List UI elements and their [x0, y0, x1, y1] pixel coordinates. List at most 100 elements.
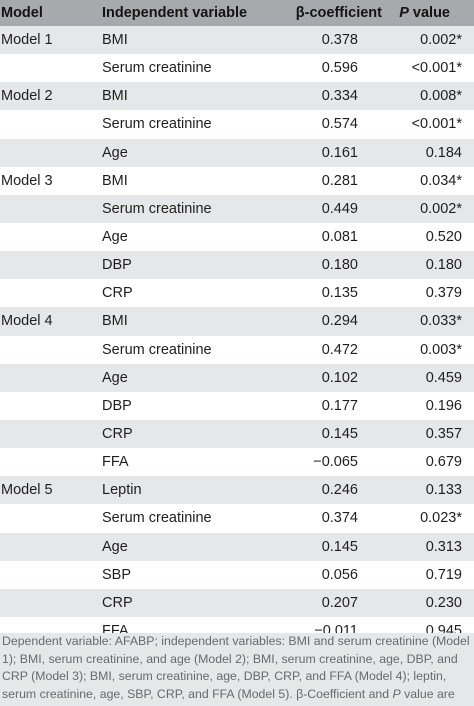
cell-variable: Serum creatinine	[102, 116, 212, 133]
table-row: DBP 0.177 0.196	[0, 391, 474, 420]
cell-beta: 0.145	[321, 538, 358, 555]
cell-model	[0, 110, 102, 138]
cell-variable: Serum creatinine	[102, 60, 212, 77]
cell-beta: 0.207	[321, 594, 358, 611]
cell-beta: 0.374	[321, 510, 358, 527]
cell-model	[0, 392, 102, 420]
footnote-p-italic: P	[392, 686, 401, 701]
footnote-text-2: value are given for each	[2, 686, 455, 706]
table-row: Age 0.161 0.184	[0, 138, 474, 167]
cell-model	[0, 589, 102, 617]
cell-model: Model 1	[1, 32, 53, 49]
cell-model	[0, 448, 102, 476]
table-row: Age 0.102 0.459	[0, 363, 474, 392]
cell-beta: 0.135	[321, 285, 358, 302]
table-row: SBP 0.056 0.719	[0, 560, 474, 589]
table-row: Serum creatinine 0.449 0.002*	[0, 194, 474, 223]
cell-model	[0, 279, 102, 307]
header-independent-variable: Independent variable	[102, 5, 248, 21]
cell-model	[0, 251, 102, 279]
table-footnote: Dependent variable: AFABP; independent v…	[0, 633, 474, 706]
cell-beta: 0.334	[321, 88, 358, 105]
cell-model	[0, 54, 102, 82]
cell-p-value: 0.196	[425, 397, 462, 414]
table-row: Model 4 BMI 0.294 0.033*	[0, 307, 474, 336]
cell-beta: 0.056	[321, 566, 358, 583]
table-row: Model 1 BMI 0.378 0.002*	[0, 26, 474, 55]
header-beta-coefficient: β-coefficient	[295, 5, 382, 21]
table-row: Serum creatinine 0.574 <0.001*	[0, 110, 474, 139]
cell-p-value: 0.520	[425, 229, 462, 246]
cell-model	[0, 533, 102, 561]
cell-p-value: 0.003*	[420, 341, 462, 358]
cell-p-value: 0.459	[425, 369, 462, 386]
cell-variable: Leptin	[102, 482, 142, 499]
cell-model	[0, 139, 102, 167]
table-body: Model 1 BMI 0.378 0.002* Serum creatinine 0.5…	[0, 26, 474, 646]
table-row: Model 3 BMI 0.281 0.034*	[0, 166, 474, 195]
cell-variable: BMI	[102, 313, 128, 330]
cell-variable: FFA	[102, 454, 129, 471]
cell-beta: 0.177	[321, 397, 358, 414]
cell-p-value: 0.230	[425, 594, 462, 611]
cell-p-value: 0.002*	[420, 32, 462, 49]
cell-variable: Age	[102, 369, 128, 386]
cell-model	[0, 561, 102, 589]
cell-beta: 0.102	[321, 369, 358, 386]
cell-variable: Age	[102, 144, 128, 161]
table-row: FFA −0.065 0.679	[0, 448, 474, 477]
cell-p-value: 0.180	[425, 257, 462, 274]
cell-beta: 0.294	[321, 313, 358, 330]
cell-beta: 0.378	[321, 32, 358, 49]
table-header-row: Model Independent variable β-coefficient…	[0, 0, 474, 26]
cell-variable: DBP	[102, 397, 132, 414]
cell-beta: 0.472	[321, 341, 358, 358]
cell-model: Model 2	[1, 88, 53, 105]
cell-variable: CRP	[102, 426, 133, 443]
cell-variable: Serum creatinine	[102, 510, 212, 527]
table-row: Model 5 Leptin 0.246 0.133	[0, 476, 474, 505]
table-row: Age 0.081 0.520	[0, 222, 474, 252]
cell-model	[0, 195, 102, 223]
cell-variable: DBP	[102, 257, 132, 274]
cell-variable: SBP	[102, 566, 132, 583]
table-row: DBP 0.180 0.180	[0, 251, 474, 280]
cell-p-value: 0.002*	[420, 200, 462, 217]
cell-variable: BMI	[102, 32, 128, 49]
cell-beta: 0.161	[321, 144, 358, 161]
cell-model	[0, 364, 102, 392]
table-row: Serum creatinine 0.374 0.023*	[0, 504, 474, 533]
cell-p-value: 0.313	[425, 538, 462, 555]
cell-beta: 0.574	[321, 116, 358, 133]
cell-variable: Age	[102, 229, 128, 246]
cell-p-value: 0.679	[425, 454, 462, 471]
cell-p-value: <0.001*	[411, 60, 462, 77]
cell-variable: Serum creatinine	[102, 200, 212, 217]
cell-p-value: 0.379	[425, 285, 462, 302]
table-row: Serum creatinine 0.472 0.003*	[0, 335, 474, 364]
header-model: Model	[1, 5, 43, 21]
cell-p-value: <0.001*	[411, 116, 462, 133]
cell-p-value: 0.008*	[420, 88, 462, 105]
header-p-value: P value	[386, 0, 474, 26]
table-row: Model 2 BMI 0.334 0.008*	[0, 82, 474, 111]
cell-model: Model 5	[1, 482, 53, 499]
cell-variable: CRP	[102, 285, 133, 302]
cell-beta: 0.281	[321, 172, 358, 189]
regression-table: Model Independent variable β-coefficient…	[0, 0, 474, 646]
header-p-rest: value	[408, 5, 450, 21]
cell-p-value: 0.033*	[420, 313, 462, 330]
table-row: CRP 0.145 0.357	[0, 419, 474, 449]
table-row: Serum creatinine 0.596 <0.001*	[0, 54, 474, 83]
cell-model	[0, 420, 102, 448]
cell-beta: 0.081	[321, 229, 358, 246]
cell-variable: Age	[102, 538, 128, 555]
cell-variable: BMI	[102, 172, 128, 189]
cell-beta: −0.065	[313, 454, 358, 471]
cell-beta: 0.145	[321, 426, 358, 443]
cell-p-value: 0.719	[425, 566, 462, 583]
table-row: CRP 0.135 0.379	[0, 279, 474, 308]
table-row: Age 0.145 0.313	[0, 532, 474, 561]
cell-beta: 0.596	[321, 60, 358, 77]
cell-model	[0, 336, 102, 364]
